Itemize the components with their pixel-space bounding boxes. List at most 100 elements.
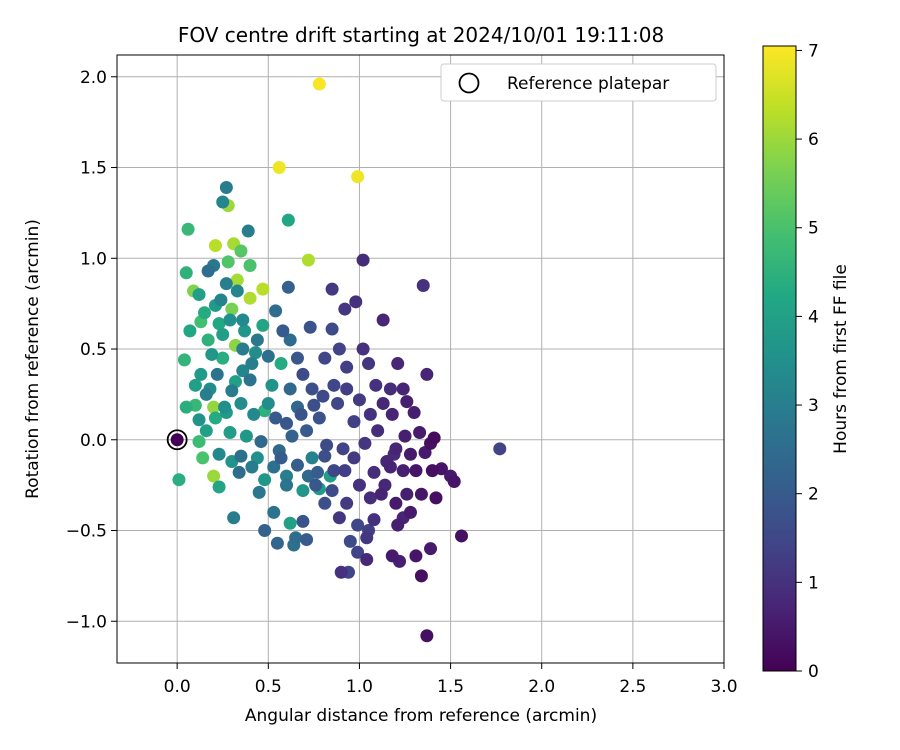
- data-point: [358, 436, 372, 450]
- data-point: [414, 569, 428, 583]
- data-point: [312, 411, 326, 425]
- data-points: [166, 77, 507, 643]
- data-point: [197, 306, 211, 320]
- data-point: [383, 460, 397, 474]
- data-point: [283, 333, 297, 347]
- y-tick-label: 0.5: [80, 340, 107, 360]
- data-point: [221, 255, 235, 269]
- data-point: [383, 382, 397, 396]
- data-point: [243, 259, 257, 273]
- data-point: [194, 367, 208, 381]
- data-point: [234, 449, 248, 463]
- data-point: [409, 549, 423, 563]
- data-point: [258, 473, 272, 487]
- data-point: [303, 320, 317, 334]
- y-tick-label: 1.5: [80, 159, 107, 179]
- data-point: [414, 487, 428, 501]
- data-point: [400, 487, 414, 501]
- data-point: [216, 351, 230, 365]
- data-point: [296, 514, 310, 528]
- data-point: [360, 553, 374, 567]
- data-point: [351, 170, 365, 184]
- colorbar-tick-label: 5: [808, 219, 819, 239]
- data-point: [280, 478, 294, 492]
- data-point: [192, 413, 206, 427]
- data-point: [241, 224, 255, 238]
- y-tick-label: 1.0: [80, 249, 107, 269]
- data-point: [352, 478, 366, 492]
- x-tick-label: 2.5: [619, 677, 646, 697]
- x-tick-label: 2.0: [528, 677, 555, 697]
- data-point: [318, 496, 332, 510]
- data-point: [338, 464, 352, 478]
- data-point: [403, 447, 417, 461]
- y-tick-label: −0.5: [66, 522, 107, 542]
- data-point: [300, 533, 314, 547]
- data-point: [188, 378, 202, 392]
- data-point: [347, 451, 361, 465]
- data-point: [236, 364, 250, 378]
- data-point: [274, 451, 288, 465]
- colorbar-tick-label: 1: [808, 573, 819, 593]
- colorbar-tick-label: 3: [808, 396, 819, 416]
- data-point: [425, 464, 439, 478]
- data-point: [420, 367, 434, 381]
- data-point: [247, 407, 261, 421]
- data-point: [281, 213, 295, 227]
- data-point: [391, 518, 405, 532]
- data-point: [179, 266, 193, 280]
- data-point: [290, 458, 304, 472]
- data-point: [252, 485, 266, 499]
- data-point: [201, 333, 215, 347]
- colorbar-label: Hours from first FF file: [831, 264, 851, 454]
- data-point: [403, 505, 417, 519]
- data-point: [243, 373, 257, 387]
- data-point: [219, 277, 233, 291]
- data-point: [316, 389, 330, 403]
- y-tick-label: 2.0: [80, 68, 107, 88]
- data-point: [312, 77, 326, 91]
- data-point: [192, 288, 206, 302]
- data-point: [296, 484, 310, 498]
- x-tick-label: 1.5: [437, 677, 464, 697]
- data-point: [420, 629, 434, 643]
- y-tick-label: 0.0: [80, 431, 107, 451]
- data-point: [352, 393, 366, 407]
- data-point: [327, 378, 341, 392]
- data-point: [207, 400, 221, 414]
- data-point: [267, 505, 281, 519]
- legend: Reference platepar: [440, 63, 717, 102]
- colorbar-tick-label: 0: [808, 662, 819, 682]
- data-point: [309, 478, 323, 492]
- data-point: [183, 324, 197, 338]
- x-tick-label: 1.0: [346, 677, 373, 697]
- data-point: [214, 293, 228, 307]
- data-point: [230, 273, 244, 287]
- data-point: [398, 429, 412, 443]
- data-point: [318, 351, 332, 365]
- chart-title: FOV centre drift starting at 2024/10/01 …: [178, 23, 664, 47]
- data-point: [218, 400, 232, 414]
- data-point: [236, 342, 250, 356]
- data-point: [391, 357, 405, 371]
- data-point: [409, 464, 423, 478]
- data-point: [250, 333, 264, 347]
- colorbar-ticks: 0 1 2 3 4 5 6 7: [796, 41, 819, 682]
- colorbar-tick-label: 2: [808, 485, 819, 505]
- data-point: [181, 222, 195, 236]
- data-point: [362, 357, 376, 371]
- data-point: [208, 239, 222, 253]
- data-point: [351, 518, 365, 532]
- colorbar-tick-label: 4: [808, 307, 819, 327]
- data-point: [340, 496, 354, 510]
- data-point: [305, 451, 319, 465]
- data-point: [196, 451, 210, 465]
- data-point: [212, 317, 226, 331]
- data-point: [396, 382, 410, 396]
- data-point: [280, 469, 294, 483]
- data-point: [363, 407, 377, 421]
- x-axis-label: Angular distance from reference (arcmin): [245, 706, 597, 726]
- data-point: [254, 435, 268, 449]
- data-point: [234, 396, 248, 410]
